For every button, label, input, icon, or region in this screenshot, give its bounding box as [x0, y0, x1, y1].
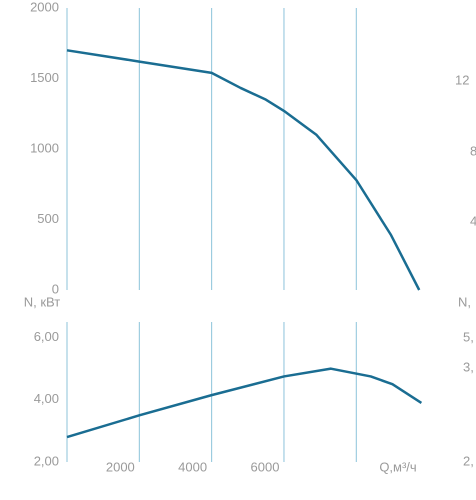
y-tick-label: 1500 — [30, 70, 59, 85]
x-axis-label: Q,м³/ч — [379, 459, 416, 474]
x-tick-label: 4000 — [178, 459, 207, 474]
y-tick-label: 4,00 — [34, 391, 59, 406]
cropped-label: 12 — [455, 72, 469, 87]
x-tick-label: 6000 — [251, 459, 280, 474]
y-tick-label: 6,00 — [34, 329, 59, 344]
y-tick-label: 1000 — [30, 140, 59, 155]
x-tick-label: 2000 — [106, 459, 135, 474]
cropped-label: 2, — [463, 453, 474, 468]
y-tick-label: 500 — [37, 211, 59, 226]
cropped-label: 5, — [463, 329, 474, 344]
cropped-label: N, — [458, 294, 471, 309]
cropped-label: 4 — [470, 213, 476, 228]
curve — [66, 367, 423, 439]
curve — [66, 49, 421, 291]
cropped-label: 8 — [470, 143, 476, 158]
y-tick-label: 2000 — [30, 0, 59, 14]
y-tick-label: 2,00 — [34, 453, 59, 468]
y-axis-label: N, кВт — [24, 294, 61, 309]
y-tick-label: 0 — [52, 281, 59, 296]
cropped-label: 3, — [463, 359, 474, 374]
